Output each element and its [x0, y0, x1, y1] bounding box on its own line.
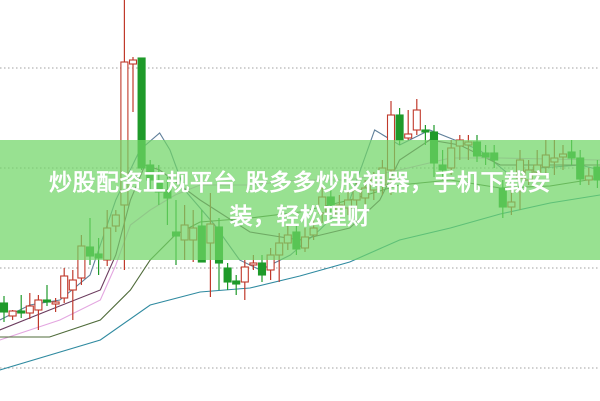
candle-body [232, 280, 241, 285]
candle-body [412, 109, 421, 131]
candle-body [25, 305, 34, 314]
banner-line-1: 炒股配资正规平台 股多多炒股神器，手机下载安 [48, 170, 551, 196]
banner-line-2: 装，轻松理财 [229, 204, 371, 230]
candle-body [395, 114, 404, 141]
candle-body [128, 59, 138, 65]
candle-body [51, 301, 60, 305]
candle-body [223, 267, 232, 283]
candle-body [404, 133, 413, 139]
candle-body [60, 275, 69, 299]
candle-body [421, 129, 430, 133]
candle-body [42, 299, 52, 303]
candle-body [240, 266, 249, 283]
candle-body [8, 310, 17, 317]
candle-body [0, 302, 9, 313]
candle-body [34, 299, 43, 311]
candle-body [249, 262, 258, 266]
candle-body [17, 310, 26, 314]
promo-banner: 炒股配资正规平台 股多多炒股神器，手机下载安 装，轻松理财 [0, 140, 600, 260]
candle-body [68, 279, 77, 291]
candle-body [257, 262, 267, 276]
